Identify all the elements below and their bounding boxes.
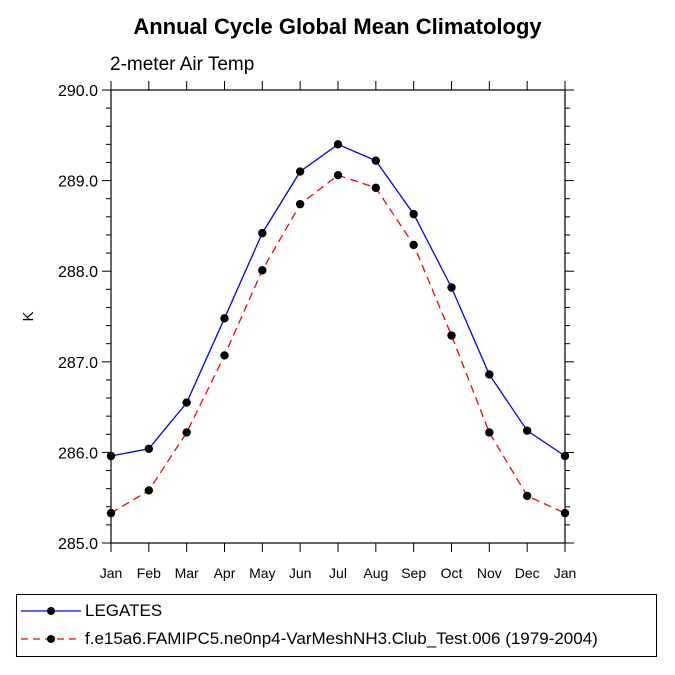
line-chart: 285.0 286.0 287.0 288.0 289.0 290.0 Jan Feb Mar A… — [20, 81, 577, 581]
series-0-point — [333, 140, 343, 149]
series-1-point — [182, 428, 191, 437]
x-tick-label: Feb — [137, 565, 161, 581]
series-0-point — [371, 156, 381, 165]
y-axis-label: K — [20, 311, 37, 321]
y-tick-label: 290.0 — [58, 83, 98, 100]
series-1-point — [560, 508, 570, 518]
series-1-point — [447, 331, 456, 340]
legend-label-0: LEGATES — [85, 601, 163, 620]
series-1-point — [295, 199, 305, 209]
plot-frame — [110, 89, 566, 544]
series-0-point — [447, 283, 456, 292]
series-0-point — [522, 426, 532, 435]
series-0-point — [485, 370, 494, 379]
series-line-1 — [110, 174, 566, 514]
series-line-0 — [110, 143, 566, 457]
series-0-point — [220, 314, 229, 323]
chart-title: Annual Cycle Global Mean Climatology — [133, 14, 542, 39]
legend-entry-1: f.e15a6.FAMIPC5.ne0np4-VarMeshNH3.Club_T… — [17, 625, 656, 653]
x-tick-label: Aug — [363, 565, 388, 581]
series-1-point — [220, 351, 229, 360]
series-1-point — [144, 486, 154, 495]
series-1-point — [106, 508, 116, 518]
y-tick-label: 286.0 — [58, 445, 98, 462]
legend-entry-0: LEGATES — [17, 597, 656, 625]
series-0-point — [182, 398, 191, 407]
x-tick-label: Jul — [329, 565, 347, 581]
series-1-point — [371, 183, 381, 193]
x-tick-label: Mar — [175, 565, 199, 581]
series-0-point — [409, 209, 418, 219]
y-tick-label: 287.0 — [58, 355, 98, 372]
legend: LEGATES f.e15a6.FAMIPC5.ne0np4-VarMeshNH… — [16, 594, 657, 657]
series-0-point — [106, 451, 116, 461]
y-tick-label: 288.0 — [58, 264, 98, 281]
series-1-point — [485, 428, 494, 437]
legend-swatch-0 — [21, 607, 81, 615]
series-0-point — [560, 451, 570, 461]
series-0-point — [144, 444, 154, 453]
legend-label-1: f.e15a6.FAMIPC5.ne0np4-VarMeshNH3.Club_T… — [85, 629, 598, 648]
series-1-point — [409, 240, 418, 250]
x-tick-label: Jan — [554, 565, 577, 581]
series-0-point — [295, 167, 305, 176]
chart-subtitle: 2-meter Air Temp — [110, 54, 255, 75]
x-tick-label: Jun — [289, 565, 312, 581]
x-tick-label: Sep — [401, 565, 426, 581]
series-1-point — [333, 170, 343, 180]
series-1-point — [522, 491, 532, 501]
series-1-point — [258, 266, 267, 275]
y-tick-label: 285.0 — [58, 536, 98, 553]
x-tick-label: Dec — [515, 565, 540, 581]
y-tick-label: 289.0 — [58, 174, 98, 191]
legend-swatch-1 — [21, 635, 81, 643]
x-tick-label: May — [249, 565, 275, 581]
x-tick-label: Nov — [477, 565, 502, 581]
x-tick-label: Jan — [100, 565, 123, 581]
x-tick-label: Apr — [214, 565, 236, 581]
x-tick-label: Oct — [441, 565, 463, 581]
series-0-point — [258, 228, 267, 238]
